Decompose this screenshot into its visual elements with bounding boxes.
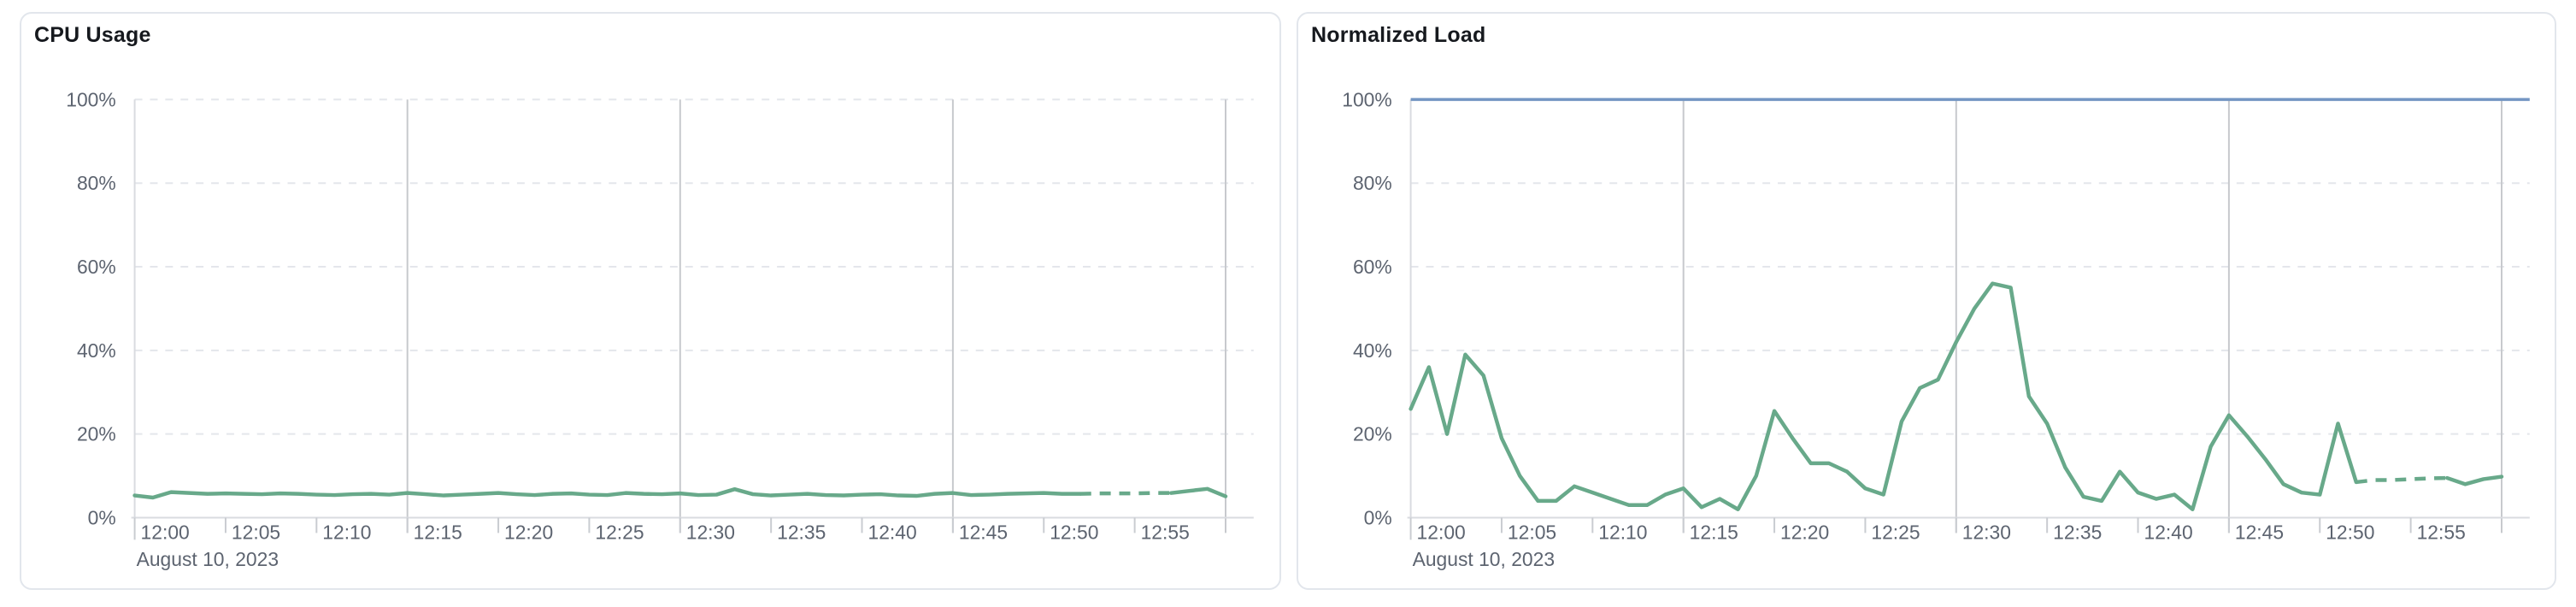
x-tick-label: 12:40 bbox=[867, 521, 916, 543]
x-tick-label: 12:25 bbox=[595, 521, 644, 543]
normalized-load-chart-card: Normalized Load 12:00 12:05 12:10 12:15 12:2… bbox=[1297, 12, 2556, 590]
x-tick-label: 12:20 bbox=[504, 521, 553, 543]
x-tick-label: 12:30 bbox=[1962, 521, 2011, 543]
y-tick-label: 100% bbox=[1342, 88, 1391, 110]
cpu-usage-chart-canvas[interactable]: 12:00 12:05 12:10 12:15 12:20 12:25 12:30 12:35… bbox=[21, 14, 1279, 588]
normalized-load-line-solid-tail bbox=[2444, 474, 2504, 486]
x-tick-label: 12:10 bbox=[1598, 521, 1647, 543]
x-tick-label: 12:55 bbox=[1141, 521, 1190, 543]
x-axis-date-label: August 10, 2023 bbox=[1413, 548, 1556, 570]
cpu-usage-line-solid bbox=[132, 486, 1083, 500]
normalized-load-line-solid bbox=[1409, 281, 2359, 511]
x-tick-label: 12:05 bbox=[1508, 521, 1556, 543]
x-tick-label: 12:40 bbox=[2144, 521, 2192, 543]
y-tick-label: 60% bbox=[1353, 256, 1392, 278]
y-tick-label: 100% bbox=[66, 88, 115, 110]
x-tick-label: 12:15 bbox=[1690, 521, 1738, 543]
y-tick-label: 0% bbox=[88, 506, 116, 528]
x-tick-label: 12:55 bbox=[2417, 521, 2466, 543]
x-axis-date-label: August 10, 2023 bbox=[137, 548, 279, 570]
cpu-usage-line-projected-dashed bbox=[1079, 491, 1172, 496]
x-tick-label: 12:00 bbox=[1417, 521, 1466, 543]
normalized-load-line-projected-dashed bbox=[2355, 475, 2448, 485]
x-tick-label: 12:00 bbox=[141, 521, 190, 543]
y-tick-label: 80% bbox=[77, 172, 116, 194]
x-tick-label: 12:45 bbox=[2235, 521, 2284, 543]
x-tick-label: 12:45 bbox=[959, 521, 1008, 543]
x-tick-label: 12:50 bbox=[2326, 521, 2374, 543]
x-tick-label: 12:15 bbox=[414, 521, 462, 543]
cpu-usage-line-solid-tail bbox=[1168, 486, 1228, 498]
y-tick-label: 20% bbox=[77, 423, 116, 445]
x-tick-label: 12:10 bbox=[322, 521, 371, 543]
x-tick-label: 12:35 bbox=[777, 521, 826, 543]
x-tick-label: 12:25 bbox=[1871, 521, 1920, 543]
y-tick-label: 40% bbox=[1353, 339, 1392, 362]
x-tick-label: 12:05 bbox=[232, 521, 280, 543]
x-tick-label: 12:50 bbox=[1050, 521, 1098, 543]
chart-title: CPU Usage bbox=[34, 23, 151, 47]
y-tick-label: 0% bbox=[1364, 506, 1392, 528]
y-tick-label: 80% bbox=[1353, 172, 1392, 194]
x-tick-label: 12:35 bbox=[2053, 521, 2102, 543]
chart-title: Normalized Load bbox=[1311, 23, 1486, 47]
y-tick-label: 40% bbox=[77, 339, 116, 362]
y-tick-label: 60% bbox=[77, 256, 116, 278]
normalized-load-chart-canvas[interactable]: 12:00 12:05 12:10 12:15 12:20 12:25 12:30 12:35… bbox=[1298, 14, 2555, 588]
x-tick-label: 12:20 bbox=[1780, 521, 1829, 543]
cpu-usage-chart-card: CPU Usage 12:00 12:05 12:10 12:15 12:20 12:25… bbox=[20, 12, 1281, 590]
y-tick-label: 20% bbox=[1353, 423, 1392, 445]
x-tick-label: 12:30 bbox=[686, 521, 735, 543]
